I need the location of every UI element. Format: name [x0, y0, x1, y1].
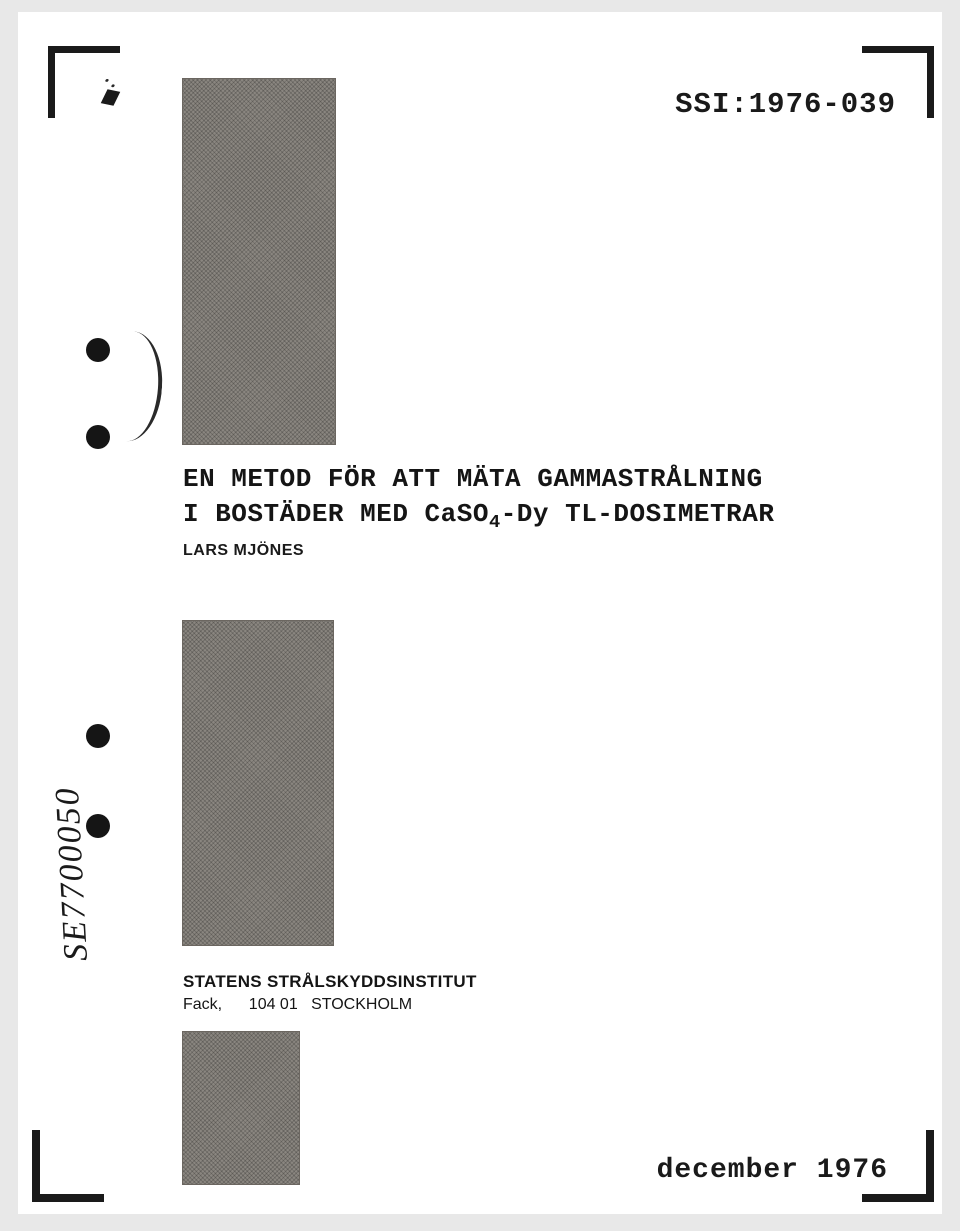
- crop-mark: [32, 1194, 104, 1202]
- title-block: EN METOD FÖR ATT MÄTA GAMMASTRÅLNING I B…: [183, 462, 903, 560]
- punch-hole-icon: [86, 814, 110, 838]
- decorative-bar: [182, 1031, 300, 1185]
- decorative-bar: [182, 78, 336, 445]
- publisher-address: Fack, 104 01 STOCKHOLM: [183, 996, 683, 1014]
- crop-mark: [48, 46, 120, 53]
- publisher-name: STATENS STRÅLSKYDDSINSTITUT: [183, 972, 683, 992]
- page: SSI:1976-039 EN METOD FÖR ATT MÄTA GAMMA…: [18, 12, 942, 1214]
- title-text: -Dy TL-DOSIMETRAR: [501, 499, 775, 529]
- punch-hole-icon: [86, 425, 110, 449]
- title-line-1: EN METOD FÖR ATT MÄTA GAMMASTRÅLNING: [183, 462, 903, 497]
- date: december 1976: [657, 1155, 888, 1186]
- crop-mark: [926, 1130, 934, 1202]
- crop-mark: [48, 46, 55, 118]
- document-id: SSI:1976-039: [675, 88, 896, 121]
- crop-mark: [862, 46, 934, 53]
- punch-hole-icon: [86, 338, 110, 362]
- crop-mark: [862, 1194, 934, 1202]
- scan-artifact: [101, 89, 120, 106]
- side-label: SE7700050: [49, 785, 96, 962]
- crop-mark: [927, 46, 934, 118]
- decorative-bar: [182, 620, 334, 946]
- publisher-block: STATENS STRÅLSKYDDSINSTITUT Fack, 104 01…: [183, 972, 683, 1014]
- title-line-2: I BOSTÄDER MED CaSO4-Dy TL-DOSIMETRAR: [183, 497, 903, 535]
- punch-hole-icon: [86, 724, 110, 748]
- crop-mark: [32, 1130, 40, 1202]
- stray-mark: [114, 331, 166, 444]
- title-text: I BOSTÄDER MED CaSO: [183, 499, 489, 529]
- subscript: 4: [489, 511, 501, 533]
- side-label-container: SE7700050: [58, 782, 88, 982]
- author: LARS MJÖNES: [183, 542, 903, 560]
